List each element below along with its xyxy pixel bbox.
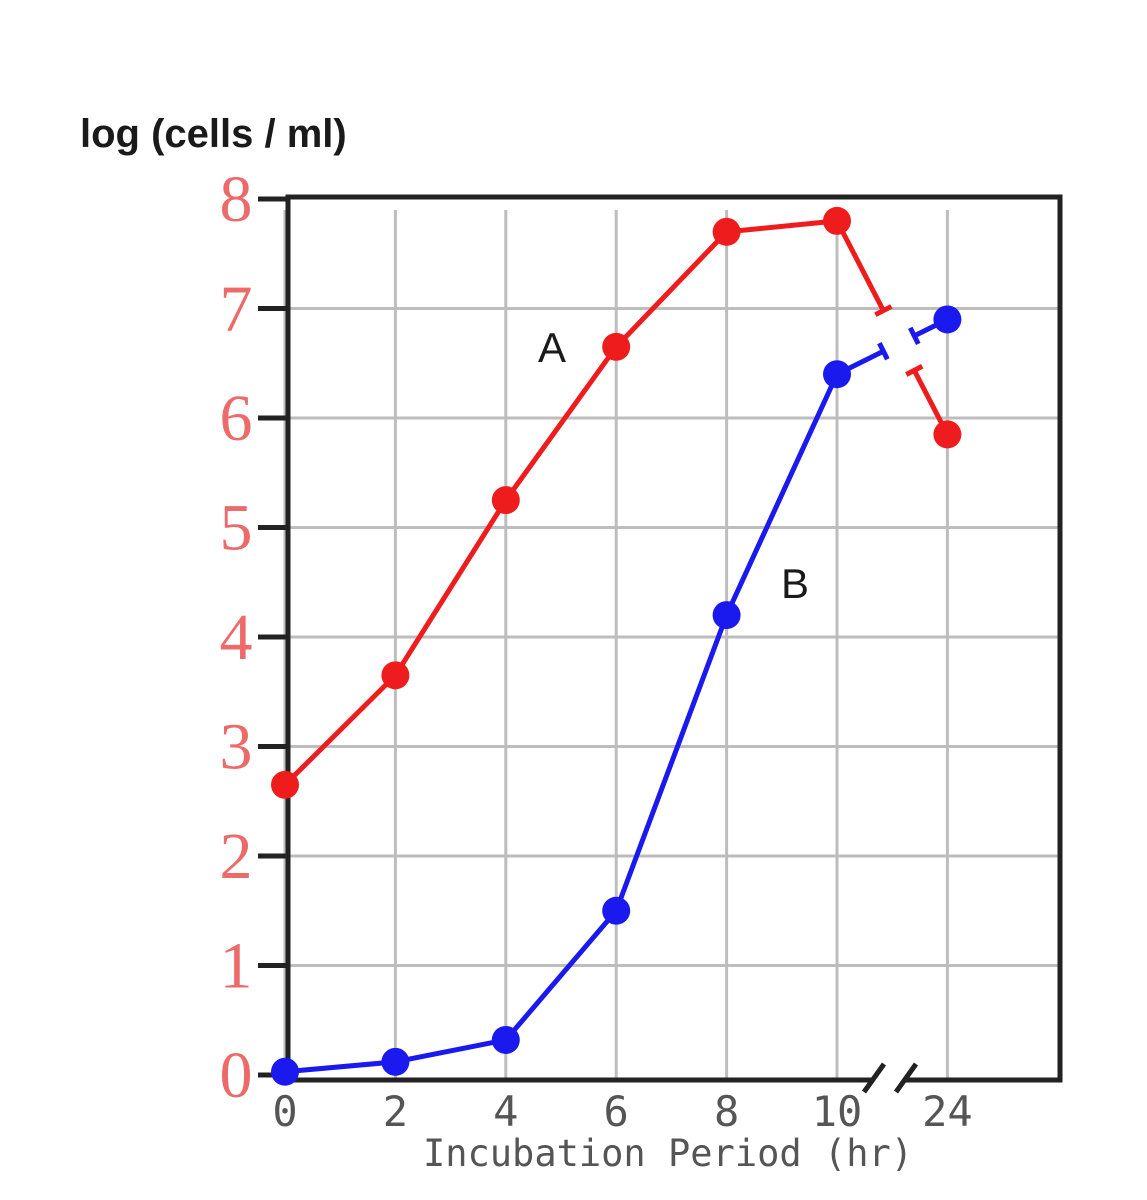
data-point-a <box>491 486 520 515</box>
y-axis-label: log (cells / ml) <box>80 112 347 156</box>
series-break-segment-a <box>834 219 886 312</box>
data-series <box>271 206 962 1086</box>
series-break-tick-b <box>908 326 921 346</box>
data-point-a <box>381 661 410 690</box>
x-tick-label: 24 <box>922 1087 973 1136</box>
x-axis-ticks: 0 2 4 6 8 10 24 <box>272 1087 972 1136</box>
series-line-b <box>284 373 840 1075</box>
data-point-b <box>823 360 851 389</box>
series-label-b: B <box>781 560 809 607</box>
y-tick-label: 4 <box>220 601 253 674</box>
series-break-tick-a <box>905 364 924 377</box>
gridlines <box>283 210 1060 1080</box>
axis-break-stroke <box>893 1062 919 1094</box>
data-point-a <box>933 420 962 449</box>
data-point-b <box>712 601 741 630</box>
data-point-a <box>602 332 631 361</box>
x-axis-label: Incubation Period (hr) <box>423 1132 913 1175</box>
series-break-tick-b <box>877 342 890 361</box>
y-tick-label: 3 <box>220 711 253 784</box>
series-line-a <box>283 218 838 787</box>
y-tick-label: 0 <box>220 1039 253 1112</box>
data-point-b <box>381 1047 410 1076</box>
y-tick-label: 1 <box>220 930 253 1003</box>
data-point-a <box>823 206 851 235</box>
x-tick-label: 4 <box>493 1087 518 1136</box>
axis-break-gap <box>874 1070 904 1090</box>
data-point-a <box>712 217 741 246</box>
axis-break-marks <box>861 1062 919 1094</box>
series-label-a: A <box>538 324 566 371</box>
data-point-b <box>491 1025 520 1054</box>
y-axis-ticks: 0 1 2 3 4 5 6 7 8 <box>220 163 288 1112</box>
x-tick-label: 8 <box>714 1087 739 1136</box>
y-tick-label: 2 <box>220 820 253 893</box>
x-tick-label: 0 <box>272 1087 297 1136</box>
data-point-b <box>933 305 962 334</box>
data-point-a <box>271 770 299 799</box>
x-tick-label: 10 <box>812 1087 863 1136</box>
y-tick-label: 6 <box>220 382 253 455</box>
y-tick-label: 5 <box>220 492 253 565</box>
y-tick-label: 8 <box>220 163 253 236</box>
axis-break-stroke <box>861 1062 887 1094</box>
y-tick-label: 7 <box>220 273 253 346</box>
x-tick-label: 6 <box>604 1087 629 1136</box>
data-point-b <box>271 1057 299 1086</box>
series-break-tick-a <box>874 304 893 317</box>
data-point-b <box>602 896 631 925</box>
x-tick-label: 2 <box>383 1087 408 1136</box>
